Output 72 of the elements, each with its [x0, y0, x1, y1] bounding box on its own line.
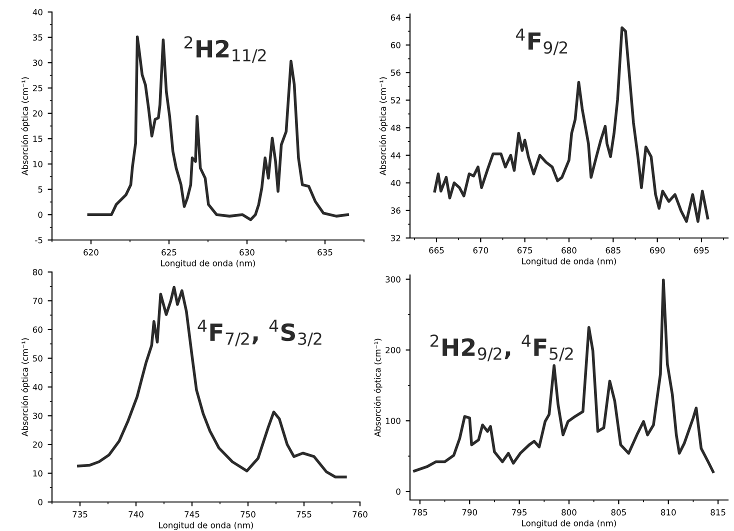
x-tick-label: 695	[694, 247, 709, 254]
y-tick-label: 40	[390, 180, 400, 186]
x-tick-label: 625	[162, 249, 176, 256]
y-tick-label: 100	[386, 418, 400, 424]
y-axis-title: Absorción óptica (cm⁻¹)	[21, 77, 30, 176]
x-axis-title: Longitud de onda (nm)	[159, 522, 253, 530]
annotation: $^{4}$F$_{7/2}$, $^{4}$S$_{3/2}$	[198, 320, 322, 346]
x-tick-label: 685	[606, 247, 620, 254]
x-tick-label: 790	[462, 509, 478, 516]
y-tick-label: 32	[391, 234, 400, 242]
x-tick-label: 755	[296, 511, 312, 518]
x-tick-label: 795	[512, 509, 527, 516]
y-tick-label: 10	[33, 470, 42, 477]
x-tick-label: 750	[240, 511, 256, 518]
y-tick-label: 40	[32, 384, 42, 390]
x-tick-label: 740	[128, 511, 144, 518]
x-tick-label: 665	[429, 247, 444, 254]
x-axis-title: Longitud de onda (nm)	[161, 260, 255, 268]
x-tick-label: 620	[84, 249, 98, 256]
x-tick-label: 785	[412, 509, 428, 516]
y-tick-label: 36	[391, 207, 400, 214]
y-tick-label: 35	[33, 34, 42, 41]
y-tick-label: 30	[33, 412, 42, 420]
x-tick-label: 670	[473, 247, 488, 254]
x-tick-label: 800	[562, 509, 576, 516]
y-tick-label: 44	[390, 152, 401, 158]
x-tick-label: 680	[562, 247, 576, 254]
y-tick-label: 20	[32, 110, 42, 117]
x-tick-label: 815	[710, 509, 726, 516]
y-tick-label: 0	[38, 212, 42, 218]
y-tick-label: 60	[32, 326, 42, 333]
x-tick-label: 745	[184, 511, 200, 518]
x-tick-label: 635	[318, 249, 332, 256]
y-tick-label: 40	[32, 8, 42, 16]
y-tick-label: 80	[32, 268, 42, 276]
x-tick-label: 675	[517, 247, 532, 254]
y-axis-title: Absorción óptica (cm⁻¹)	[379, 77, 388, 176]
y-tick-label: 0	[38, 498, 42, 506]
y-tick-label: 30	[33, 60, 42, 66]
y-tick-label: 25	[32, 84, 42, 92]
y-tick-label: 300	[386, 276, 400, 283]
y-tick-label: 56	[391, 70, 400, 76]
y-tick-label: 50	[33, 355, 42, 362]
y-axis-title: Absorción óptica (cm⁻¹)	[21, 338, 30, 436]
x-tick-label: 630	[240, 249, 254, 256]
y-tick-label: 20	[32, 441, 42, 448]
annotation: $^{4}$F$_{9/2}$	[516, 28, 568, 56]
y-tick-label: 0	[396, 488, 400, 495]
x-axis-title: Longitud de onda (nm)	[522, 520, 616, 528]
y-tick-label: 10	[33, 160, 42, 168]
y-tick-label: 60	[390, 42, 400, 48]
x-tick-label: 735	[72, 511, 88, 518]
y-tick-label: 200	[386, 346, 400, 354]
y-tick-label: 70	[33, 298, 42, 304]
x-tick-label: 810	[660, 509, 676, 516]
x-tick-label: 760	[352, 511, 368, 518]
line-series	[413, 278, 714, 474]
y-tick-label: 52	[391, 97, 400, 104]
x-tick-label: 690	[650, 247, 665, 254]
line-series	[433, 26, 710, 223]
y-tick-label: 64	[390, 14, 401, 21]
annotation: $^{2}$H2$_{11/2}$	[184, 36, 266, 63]
y-axis-title: Absorción óptica (cm⁻¹)	[374, 338, 382, 437]
y-tick-label: 48	[390, 124, 400, 132]
line-series	[77, 286, 347, 478]
annotation: $^{2}$H2$_{9/2}$, $^{4}$F$_{5/2}$	[430, 334, 573, 362]
line-series	[87, 35, 350, 222]
y-tick-label: -5	[35, 237, 42, 244]
y-tick-label: 5	[38, 186, 42, 193]
y-tick-label: 15	[33, 136, 42, 142]
x-tick-label: 805	[611, 509, 626, 516]
x-axis-title: Longitud de onda (nm)	[522, 258, 616, 266]
